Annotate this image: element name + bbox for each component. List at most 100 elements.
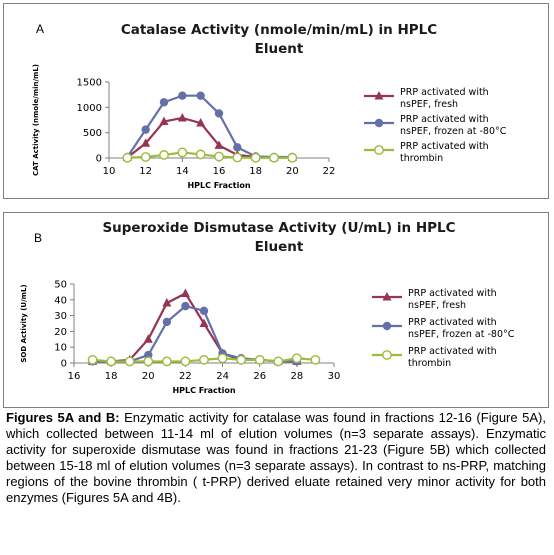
x-tick-label: 16 xyxy=(68,371,81,382)
data-point xyxy=(217,353,228,364)
y-tick-label: 500 xyxy=(83,128,102,139)
data-point xyxy=(214,109,224,118)
legend-marker xyxy=(374,145,384,155)
x-tick-label: 24 xyxy=(216,371,229,382)
x-axis-title: HPLC Fraction xyxy=(187,181,250,190)
y-tick-label: 10 xyxy=(54,343,67,354)
data-point xyxy=(287,152,298,163)
data-point xyxy=(161,356,172,367)
x-tick-label: 12 xyxy=(139,166,152,177)
data-point xyxy=(106,356,117,367)
data-point xyxy=(141,138,151,147)
chart-b-svg: 0 10 20 30 40 50 16 18 20 22 24 26 28 30 HPLC Fraction… xyxy=(20,280,515,396)
y-axis-title: CAT Activity (nmole/min/mL) xyxy=(32,64,40,176)
series-line-2 xyxy=(126,94,293,159)
data-point xyxy=(178,91,187,100)
panel-label-a: A xyxy=(36,22,45,36)
data-point xyxy=(87,354,98,365)
y-axis-title: SOD Activity (U/mL) xyxy=(20,284,28,362)
data-point xyxy=(214,140,224,149)
chart-panel-a: A Catalase Activity (nmole/min/mL) in HP… xyxy=(3,3,549,199)
data-point xyxy=(159,150,169,160)
data-point xyxy=(195,149,206,160)
data-point xyxy=(291,353,302,364)
data-point xyxy=(199,306,209,316)
panel-label-b: B xyxy=(34,231,43,245)
x-tick-label: 18 xyxy=(249,166,262,177)
data-point xyxy=(250,152,261,163)
chart-title-b-line1: Superoxide Dismutase Activity (U/mL) in … xyxy=(102,220,456,236)
data-point xyxy=(159,98,169,107)
x-tick-label: 22 xyxy=(179,371,192,382)
series-line-1 xyxy=(92,292,297,363)
data-point xyxy=(122,152,133,163)
x-tick-label: 20 xyxy=(286,166,299,177)
x-tick-label: 26 xyxy=(253,371,266,382)
x-tick-label: 22 xyxy=(323,166,336,177)
figure-caption: Figures 5A and B: Enzymatic activity for… xyxy=(6,410,546,506)
legend-marker xyxy=(374,91,384,100)
chart-title-a: Catalase Activity (nmole/min/mL) in HPLC… xyxy=(64,21,494,59)
data-point xyxy=(199,318,209,327)
data-point xyxy=(159,116,169,126)
data-point xyxy=(196,118,206,127)
legend-marker xyxy=(374,118,384,128)
data-point xyxy=(214,151,224,162)
y-tick-label: 20 xyxy=(54,327,67,338)
data-point xyxy=(162,317,172,327)
data-point xyxy=(196,91,205,100)
series-line-3 xyxy=(127,151,293,159)
data-point xyxy=(141,125,150,134)
x-tick-label: 10 xyxy=(103,166,116,177)
legend-label-1-line1: PRP activated with xyxy=(408,288,497,299)
legend-label-2-line2: nsPEF, frozen at -80°C xyxy=(400,126,507,137)
y-tick-label: 1500 xyxy=(77,78,102,89)
chart-a-svg: 0 500 1000 1500 10 12 14 16 18 20 22 HPLC Fraction C… xyxy=(32,64,507,190)
data-point xyxy=(273,356,284,367)
legend-label-1-line2: nsPEF, fresh xyxy=(400,99,458,110)
data-point xyxy=(143,334,153,343)
caption-lead: Figures 5A and B: xyxy=(6,410,120,425)
data-point xyxy=(177,147,188,158)
data-point xyxy=(310,354,321,365)
series-line-2 xyxy=(92,304,297,363)
chart-title-b-line2: Eluent xyxy=(254,239,304,255)
x-tick-label: 18 xyxy=(105,371,118,382)
x-tick-label: 28 xyxy=(290,371,303,382)
data-point xyxy=(162,297,172,307)
legend-label-2-line1: PRP activated with xyxy=(400,114,489,125)
legend-marker xyxy=(382,350,392,360)
data-point xyxy=(269,152,279,163)
data-point xyxy=(124,356,135,367)
x-tick-label: 14 xyxy=(176,166,189,177)
chart-title-a-line1: Catalase Activity (nmole/min/mL) in HPLC xyxy=(120,22,438,38)
chart-title-b: Superoxide Dismutase Activity (U/mL) in … xyxy=(49,219,509,257)
data-point xyxy=(254,354,265,365)
series-line-1 xyxy=(126,116,293,159)
data-point xyxy=(236,354,247,365)
y-tick-label: 0 xyxy=(61,359,67,370)
legend-label-2-line1: PRP activated with xyxy=(408,317,497,328)
data-point xyxy=(140,152,151,162)
legend-label-3-line1: PRP activated with xyxy=(408,346,497,357)
data-point xyxy=(177,112,187,122)
y-tick-label: 30 xyxy=(54,311,67,322)
legend-marker xyxy=(382,292,392,301)
x-tick-label: 20 xyxy=(142,371,155,382)
y-tick-label: 1000 xyxy=(77,103,102,114)
legend-marker xyxy=(382,321,392,331)
x-axis-title: HPLC Fraction xyxy=(172,386,235,395)
legend-label-2-line2: nsPEF, frozen at -80°C xyxy=(408,329,515,340)
x-tick-label: 16 xyxy=(213,166,226,177)
data-point xyxy=(143,356,154,367)
legend-label-1-line1: PRP activated with xyxy=(400,87,489,98)
data-point xyxy=(181,301,190,311)
y-tick-label: 0 xyxy=(96,154,102,165)
data-point xyxy=(180,288,190,297)
caption-text: Enzymatic activity for catalase was foun… xyxy=(6,410,546,505)
legend-label-1-line2: nsPEF, fresh xyxy=(408,300,466,311)
x-tick-label: 30 xyxy=(328,371,341,382)
legend-label-3-line2: thrombin xyxy=(400,153,443,164)
data-point xyxy=(180,356,191,367)
y-tick-label: 50 xyxy=(54,280,67,291)
